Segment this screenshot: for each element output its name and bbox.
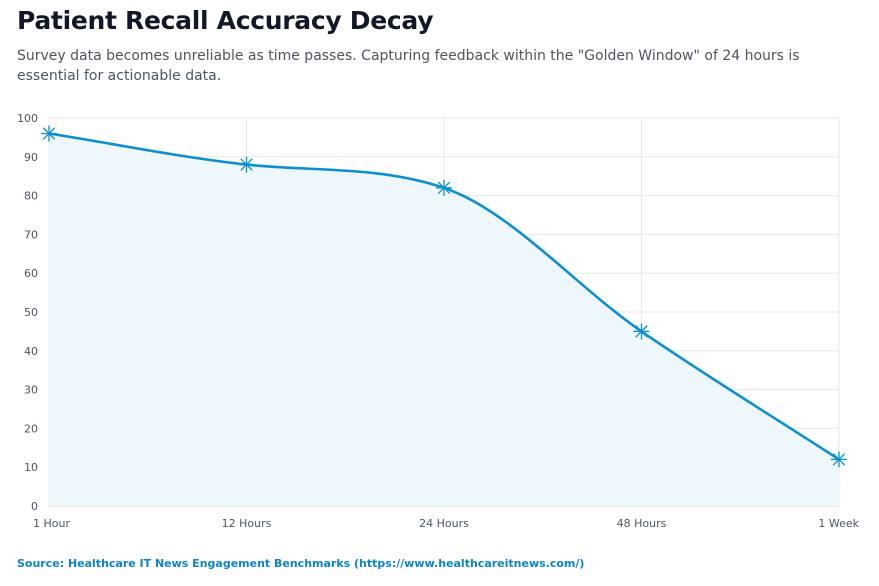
y-tick-label: 90	[24, 151, 38, 164]
marker-stroke	[635, 325, 648, 338]
y-axis-ticks: 0 10 20 30 40 50 60 70 80 90 100	[17, 112, 38, 513]
y-tick-label: 100	[17, 112, 38, 125]
chart-title: Patient Recall Accuracy Decay	[17, 6, 434, 35]
marker-stroke	[42, 127, 56, 140]
marker-stroke	[437, 181, 451, 195]
y-tick-label: 20	[24, 422, 38, 435]
y-tick-label: 0	[31, 500, 38, 513]
x-tick-label: 48 Hours	[617, 517, 667, 530]
y-tick-label: 30	[24, 384, 38, 397]
data-markers	[41, 125, 847, 468]
x-axis-ticks: 1 Hour 12 Hours 24 Hours 48 Hours 1 Week	[33, 517, 860, 530]
data-point-marker	[436, 179, 452, 196]
y-tick-label: 80	[24, 190, 38, 203]
line-chart: 0 10 20 30 40 50 60 70 80 90 100 1 Hour 12 Hours 24 …	[17, 112, 860, 530]
data-point-marker	[633, 323, 650, 340]
y-tick-label: 50	[24, 306, 38, 319]
data-point-marker	[831, 451, 847, 468]
chart-subtitle: Survey data becomes unreliable as time p…	[17, 48, 800, 84]
marker-stroke	[240, 158, 253, 171]
x-tick-label: 1 Hour	[33, 517, 70, 530]
source-note: Source: Healthcare IT News Engagement Be…	[17, 557, 585, 570]
area-fill-path	[49, 133, 839, 506]
y-tick-label: 10	[24, 461, 38, 474]
area-fill	[49, 133, 839, 506]
x-tick-label: 12 Hours	[222, 517, 272, 530]
y-tick-label: 40	[24, 345, 38, 358]
x-tick-label: 1 Week	[818, 517, 859, 530]
y-tick-label: 70	[24, 228, 38, 241]
x-tick-label: 24 Hours	[419, 517, 469, 530]
y-tick-label: 60	[24, 267, 38, 280]
marker-stroke	[832, 453, 846, 466]
data-point-marker	[41, 125, 57, 142]
data-point-marker	[238, 156, 255, 173]
